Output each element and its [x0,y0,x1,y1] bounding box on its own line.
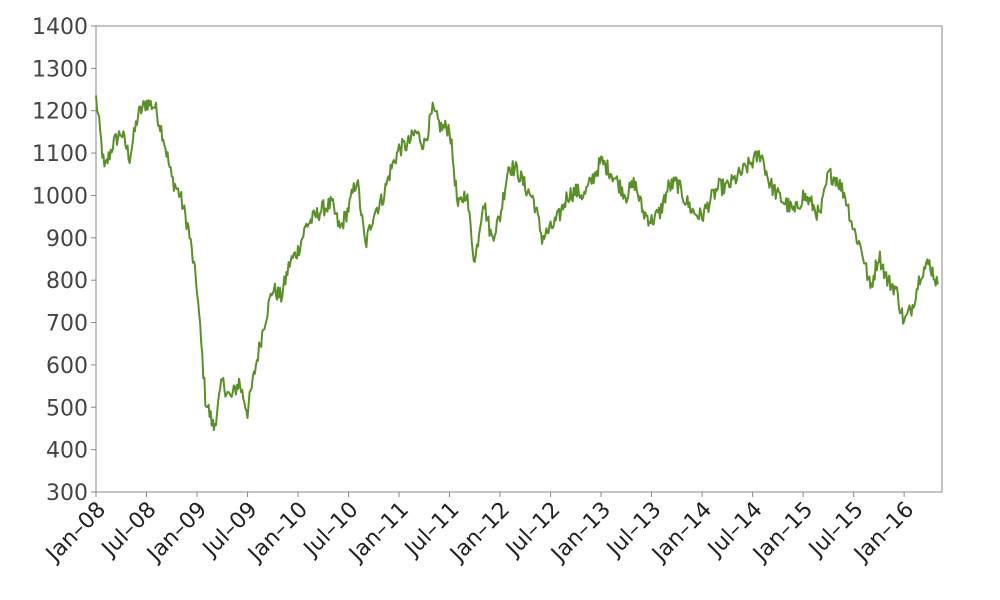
x-tick-label: Jan–08 [40,497,111,568]
series-line [95,95,939,431]
y-tick-label: 300 [46,481,88,506]
y-tick-label: 400 [46,439,88,464]
y-tick-label: 600 [46,354,88,379]
y-tick-label: 1100 [32,142,88,167]
y-tick-label: 500 [46,396,88,421]
y-tick-label: 700 [46,312,88,337]
y-tick-label: 800 [46,269,88,294]
y-tick-label: 1000 [32,184,88,209]
series-layer [95,95,939,431]
y-tick-label: 1300 [32,57,88,82]
y-tick-label: 900 [46,227,88,252]
plot-frame [95,25,943,493]
x-axis: Jan–08Jul–08Jan–09Jul–09Jan–10Jul–10Jan–… [40,492,919,568]
y-axis: 300 400 500 600 700 800 900 1000 1100 1200 1300 140… [32,15,96,506]
y-tick-label: 1200 [32,100,88,125]
y-tick-label: 1400 [32,15,88,40]
